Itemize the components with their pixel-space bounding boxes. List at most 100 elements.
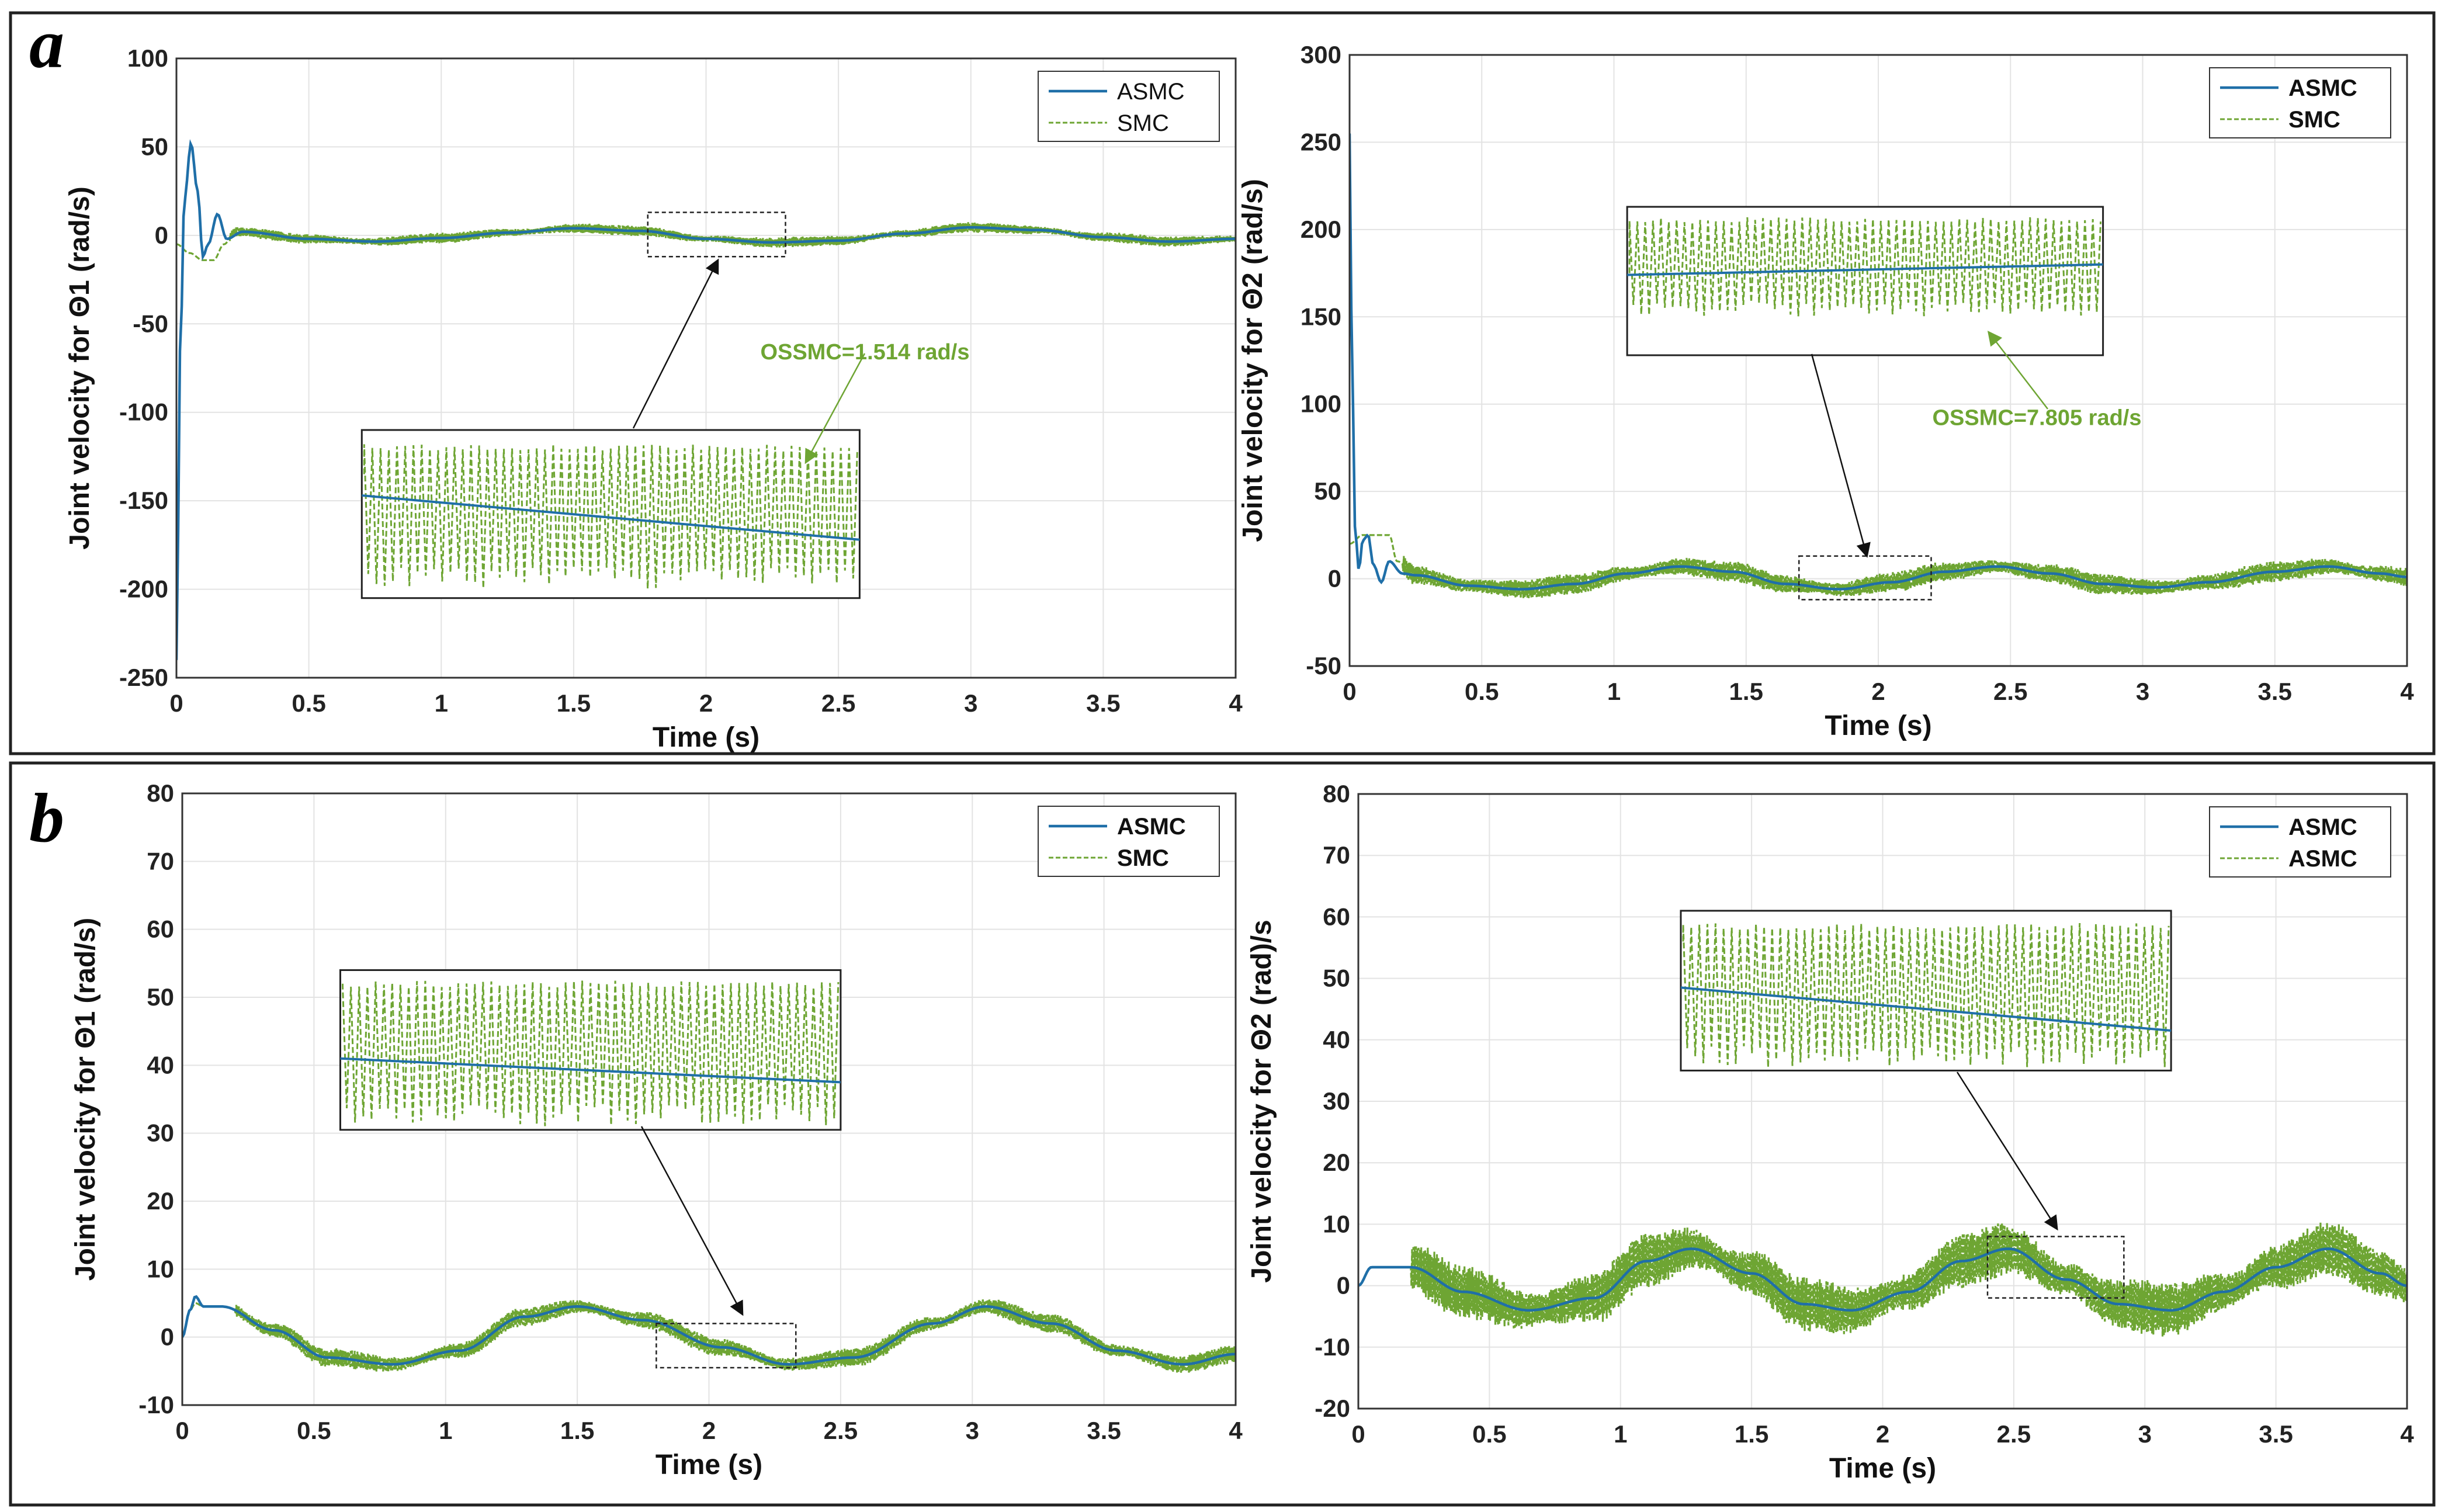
y-tick-label: 10 <box>1323 1210 1350 1237</box>
y-axis-label: Joint velocity for Θ1 (rad/s) <box>64 186 95 549</box>
x-tick-label: 0.5 <box>1472 1420 1506 1448</box>
y-tick-label: 30 <box>1323 1087 1350 1115</box>
x-tick-label: 4 <box>1229 689 1243 717</box>
chart-panel-b-left: 0 0.5 1 1.5 2 2.5 3 3.5 480706050403020100-10Tim… <box>70 779 1243 1480</box>
axes-frame <box>175 57 1237 679</box>
y-tick-label: -20 <box>1315 1395 1350 1422</box>
axes-frame <box>1357 793 2408 1410</box>
legend-entry-label: SMC <box>1117 110 1169 136</box>
x-tick-label: 3 <box>2138 1420 2152 1448</box>
x-tick-label: 2 <box>1871 678 1885 705</box>
zoom-arrow <box>1811 353 1871 558</box>
inset-zoom <box>360 429 861 599</box>
y-tick-label: 40 <box>147 1051 174 1078</box>
inset-zoom <box>1626 206 2104 356</box>
y-tick-label: 20 <box>147 1187 174 1215</box>
zoom-arrow <box>640 1126 744 1316</box>
y-tick-label: -200 <box>119 575 168 603</box>
legend-box <box>1038 71 1220 142</box>
y-tick-label: 60 <box>147 915 174 943</box>
y-tick-label: 40 <box>1323 1026 1350 1053</box>
y-tick-label: 30 <box>147 1119 174 1147</box>
y-tick-label: 0 <box>155 221 168 249</box>
legend: ASMC SMC <box>1038 71 1220 142</box>
y-tick-label: -50 <box>1306 652 1341 679</box>
y-axis-label: Joint velocity for Θ2 (rad)/s <box>1246 920 1277 1282</box>
chart-panel-a-right: 0 0.5 1 1.5 2 2.5 3 3.5 4300250200150100500-50Ti… <box>1237 41 2414 741</box>
y-tick-label: 100 <box>1300 390 1341 418</box>
inset-smc-line <box>342 980 840 1126</box>
x-tick-label: 3.5 <box>1086 689 1120 717</box>
y-tick-label: 20 <box>1323 1149 1350 1176</box>
legend: ASMC SMC <box>1038 806 1220 877</box>
y-tick-label: 70 <box>147 847 174 875</box>
axes-frame <box>181 792 1237 1406</box>
legend-entry-label: ASMC <box>1117 814 1186 840</box>
x-tick-label: 4 <box>2400 678 2414 705</box>
y-tick-label: 0 <box>1328 565 1341 592</box>
x-tick-label: 1.5 <box>557 689 591 717</box>
y-tick-label: 80 <box>147 779 174 807</box>
zoom-region-box <box>1986 1236 2125 1299</box>
legend-entry-label: SMC <box>1117 845 1169 871</box>
panel-a-letter: a <box>29 5 64 82</box>
legend-entry-label: ASMC <box>1117 79 1185 105</box>
panel-b-letter: b <box>29 779 64 856</box>
x-tick-label: 1 <box>1607 678 1621 705</box>
inset-smc-line <box>1628 217 2102 317</box>
y-tick-label: 70 <box>1323 841 1350 869</box>
inset-asmc-line <box>362 494 860 541</box>
x-axis-label: Time (s) <box>1825 710 1931 741</box>
inset-smc-line <box>363 444 858 589</box>
series-group <box>176 139 1236 660</box>
x-tick-label: 2.5 <box>1997 1420 2031 1448</box>
chart-panel-b-right: 0 0.5 1 1.5 2 2.5 3 3.5 4 80 70 60 50 40 30 20 10 0 -10 -20… <box>1246 780 2414 1484</box>
inset-zoom <box>1680 910 2172 1071</box>
legend-box <box>2209 67 2391 138</box>
inset-smc-line <box>1682 923 2170 1068</box>
y-tick-label: 60 <box>1323 903 1350 930</box>
series-group <box>182 1295 1236 1373</box>
y-tick-label: 200 <box>1300 216 1341 243</box>
y-tick-label: 50 <box>1323 965 1350 992</box>
x-tick-label: 3 <box>2136 678 2149 705</box>
ossmc-annotation: OSSMC=1.514 rad/s <box>760 340 969 365</box>
x-tick-label: 0.5 <box>1465 678 1499 705</box>
legend-entry-label: ASMC <box>2288 814 2357 840</box>
asmc-series-line <box>1358 1247 2407 1312</box>
zoom-arrow <box>1956 1071 2058 1231</box>
inset-zoom <box>339 969 842 1131</box>
y-tick-label: 0 <box>161 1323 174 1351</box>
x-tick-label: 1.5 <box>560 1417 594 1444</box>
legend-entry-label: ASMC <box>2288 846 2357 872</box>
x-tick-label: 0.5 <box>297 1417 331 1444</box>
y-tick-label: 80 <box>1323 780 1350 807</box>
y-tick-label: 50 <box>147 983 174 1011</box>
y-axis-label: Joint velocity for Θ2 (rad/s) <box>1237 179 1268 542</box>
inset-asmc-line <box>1627 263 2103 276</box>
x-tick-label: 3.5 <box>2259 1420 2293 1448</box>
x-tick-label: 0.5 <box>292 689 325 717</box>
annotation-arrow <box>1987 331 2048 410</box>
x-tick-label: 0 <box>1351 1420 1365 1448</box>
x-tick-label: 3 <box>964 689 977 717</box>
zoom-region-box <box>656 1323 797 1369</box>
x-tick-label: 0 <box>1343 678 1356 705</box>
inset-frame <box>1626 206 2104 356</box>
x-tick-label: 0 <box>169 689 183 717</box>
x-tick-label: 2 <box>699 689 713 717</box>
series-group <box>1350 133 2407 599</box>
x-tick-label: 1 <box>439 1417 452 1444</box>
y-tick-label: 50 <box>141 133 168 160</box>
x-tick-label: 2 <box>1876 1420 1889 1448</box>
x-tick-label: 0 <box>175 1417 189 1444</box>
asmc-series-line <box>1350 133 2407 591</box>
legend-entry-label: SMC <box>2288 107 2340 133</box>
y-tick-label: 0 <box>1337 1272 1350 1299</box>
panel-b-frame <box>9 761 2436 1507</box>
x-tick-label: 1 <box>435 689 448 717</box>
ossmc-annotation: OSSMC=7.805 rad/s <box>1932 406 2141 431</box>
legend: ASMC ASMC <box>2209 806 2391 878</box>
legend-box <box>2209 806 2391 878</box>
